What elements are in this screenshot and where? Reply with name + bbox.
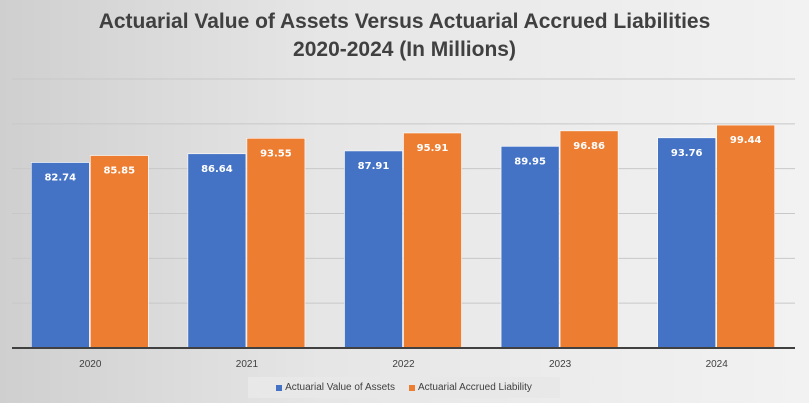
bar-assets xyxy=(30,162,90,349)
legend-label-assets: Actuarial Value of Assets xyxy=(285,382,395,393)
data-label: 86.64 xyxy=(201,164,233,175)
chart-subtitle: 2020-2024 (In Millions) xyxy=(293,38,516,61)
chart-title: Actuarial Value of Assets Versus Actuari… xyxy=(98,10,711,33)
data-label: 87.91 xyxy=(358,161,390,172)
bar-liability xyxy=(90,155,149,349)
bar-assets xyxy=(187,153,247,349)
legend-item-liability: Actuarial Accrued Liability xyxy=(408,382,532,393)
legend: Actuarial Value of Assets Actuarial Accr… xyxy=(248,377,560,398)
data-label: 85.85 xyxy=(103,166,135,177)
data-label: 89.95 xyxy=(514,156,546,167)
bar-assets xyxy=(344,150,403,349)
bar-liability xyxy=(246,137,306,349)
bar-liability xyxy=(403,132,462,349)
bar-assets xyxy=(500,146,560,349)
bar-assets xyxy=(657,137,717,349)
x-tick-label: 2024 xyxy=(706,359,729,370)
x-tick-label: 2022 xyxy=(392,359,415,370)
data-label: 99.44 xyxy=(730,135,762,146)
data-label: 93.76 xyxy=(671,148,703,159)
bar-liability xyxy=(559,130,619,349)
x-tick-label: 2021 xyxy=(236,359,259,370)
bar-liability xyxy=(716,124,776,349)
legend-label-liability: Actuarial Accrued Liability xyxy=(417,382,532,393)
x-tick-label: 2023 xyxy=(549,359,572,370)
legend-swatch-assets xyxy=(276,384,283,391)
data-label: 96.86 xyxy=(573,141,605,152)
data-label: 82.74 xyxy=(44,173,76,184)
x-tick-label: 2020 xyxy=(79,359,102,370)
legend-item-assets: Actuarial Value of Assets xyxy=(276,382,395,393)
legend-swatch-liability xyxy=(408,384,415,391)
data-label: 93.55 xyxy=(260,148,292,159)
data-label: 95.91 xyxy=(417,143,449,154)
